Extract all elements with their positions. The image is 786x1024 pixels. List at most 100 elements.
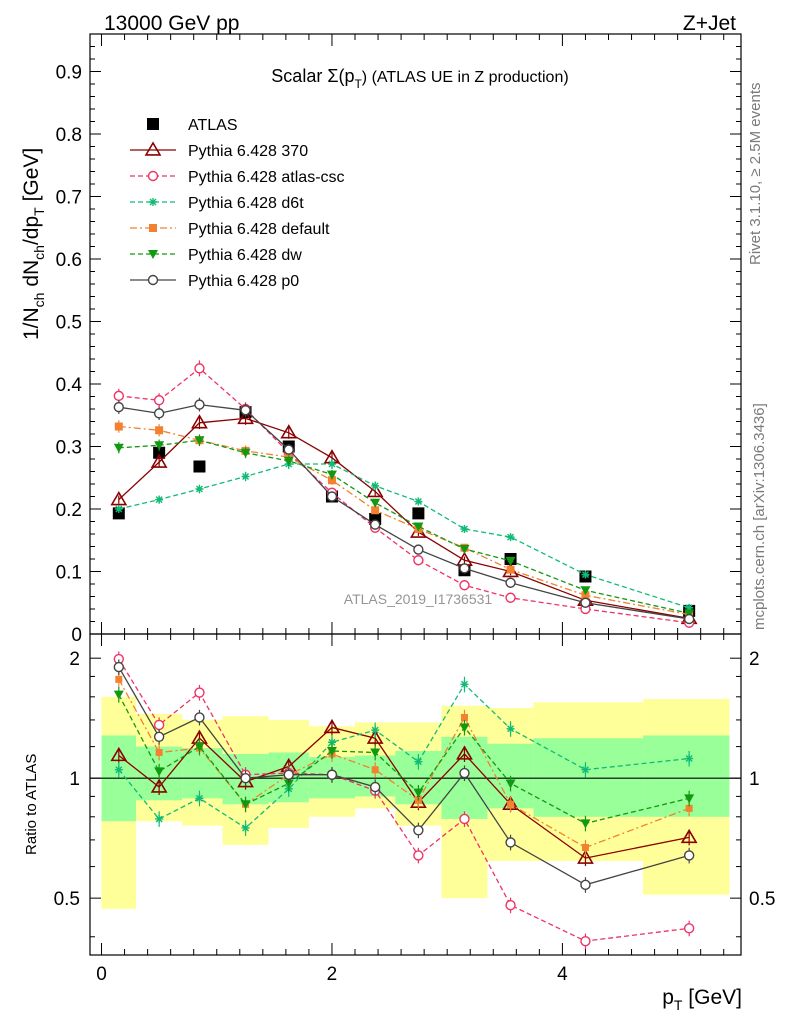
data-point: [154, 441, 165, 451]
ratio-series-pythia-6-428-atlas-csc: [113, 651, 695, 950]
ratio-point: [684, 794, 695, 804]
legend-label: Pythia 6.428 default: [188, 221, 330, 238]
ratio-point: [241, 823, 250, 832]
data-point: [412, 507, 425, 520]
series-line: [118, 463, 690, 609]
y-tick-label: 0.8: [56, 125, 82, 146]
series-line: [118, 367, 690, 624]
header-right: Z+Jet: [683, 12, 736, 35]
ratio-point: [195, 794, 204, 803]
ratio-point: [413, 825, 424, 836]
data-point: [505, 592, 516, 603]
ratio-series-pythia-6-428-p0: [113, 659, 695, 893]
ratio-point: [240, 772, 251, 784]
y-tick-label: 0.4: [56, 375, 83, 396]
legend-entry: Pythia 6.428 atlas-csc: [130, 169, 345, 186]
mcplots-label: mcplots.cern.ch [arXiv:1306.3436]: [751, 403, 768, 630]
series-pythia-6-428-default: [114, 420, 694, 619]
ratio-point: [459, 767, 470, 779]
ratio-point: [413, 788, 424, 798]
data-point: [370, 498, 381, 508]
ratio-y-axis-title: Ratio to ATLAS: [23, 754, 40, 855]
ratio-point: [327, 738, 336, 747]
data-point: [366, 482, 384, 498]
x-tick-label: 0: [96, 964, 107, 985]
y-tick-label: 0.9: [56, 63, 82, 84]
data-point: [326, 491, 338, 502]
series-pythia-6-428-atlas-csc: [113, 360, 695, 628]
data-point: [191, 414, 208, 429]
ratio-line: [118, 683, 690, 829]
data-point: [460, 525, 469, 533]
main-y-axis-title: 1/Nch dNch/dpT [GeV]: [20, 148, 47, 340]
ratio-point: [506, 724, 515, 733]
ratio-point: [371, 726, 380, 735]
ratio-point: [580, 819, 591, 829]
ratio-point: [240, 800, 251, 810]
data-point: [413, 522, 424, 532]
data-point: [240, 448, 251, 458]
ratio-point: [194, 742, 205, 752]
data-point: [153, 395, 165, 406]
data-point: [371, 506, 380, 515]
data-point: [241, 472, 250, 481]
ratio-point: [414, 757, 423, 766]
data-point: [459, 563, 470, 574]
data-point: [113, 443, 124, 453]
data-point: [327, 476, 336, 485]
data-point: [459, 580, 470, 591]
legend-marker: [144, 141, 162, 156]
y-tick-label: 0: [71, 625, 82, 646]
ratio-point: [154, 767, 165, 777]
ratio-point: [505, 779, 516, 789]
series-pythia-6-428-p0: [113, 397, 695, 625]
uncertainty-band-inner: [643, 735, 730, 817]
legend-entry: Pythia 6.428 default: [130, 221, 330, 238]
ratio-point: [114, 765, 123, 774]
ratio-point: [113, 690, 124, 700]
plot-title: Scalar Σ(pT) (ATLAS UE in Z production): [271, 66, 568, 91]
legend: ATLAS Pythia 6.428 370 Pythia 6.428 atlas-…: [130, 117, 345, 290]
legend-label: Pythia 6.428 dw: [188, 247, 302, 264]
ratio-line: [118, 666, 690, 886]
ratio-point: [505, 837, 516, 848]
legend-marker: [147, 274, 159, 286]
ratio-point: [505, 900, 516, 911]
x-tick-label: 2: [327, 964, 338, 985]
y-tick-label: 0.7: [56, 188, 82, 209]
data-point: [685, 603, 694, 612]
data-point: [506, 533, 515, 542]
ratio-tick-label-left: 2: [69, 649, 80, 670]
data-point: [194, 436, 205, 446]
ratio-line: [118, 726, 690, 859]
data-point: [240, 405, 251, 416]
legend-marker: [147, 170, 159, 182]
legend-label: ATLAS: [188, 117, 238, 134]
legend-marker: [149, 224, 157, 232]
series-line: [118, 417, 690, 620]
ratio-point: [326, 746, 337, 756]
uncertainty-band-inner: [182, 748, 223, 799]
legend-label: Pythia 6.428 atlas-csc: [188, 169, 345, 186]
data-point: [193, 460, 206, 473]
data-point: [327, 460, 336, 468]
ratio-point: [371, 766, 379, 774]
series-line: [118, 439, 690, 615]
legend-label: Pythia 6.428 370: [188, 143, 308, 160]
ratio-line: [118, 694, 690, 825]
ratio-line: [118, 678, 690, 849]
ratio-point: [507, 800, 515, 808]
ratio-point: [283, 769, 294, 780]
header-left: 13000 GeV pp: [104, 12, 239, 35]
data-point: [413, 544, 424, 555]
y-tick-label: 0.1: [56, 563, 82, 584]
ratio-tick-label-right: 2: [749, 649, 760, 670]
data-point: [155, 495, 164, 504]
ratio-point: [683, 850, 695, 861]
y-tick-label: 0.6: [56, 250, 82, 271]
ratio-point: [460, 713, 468, 721]
data-point: [150, 453, 168, 468]
ratio-point: [580, 879, 591, 891]
data-point: [371, 481, 380, 490]
data-point: [283, 456, 294, 466]
